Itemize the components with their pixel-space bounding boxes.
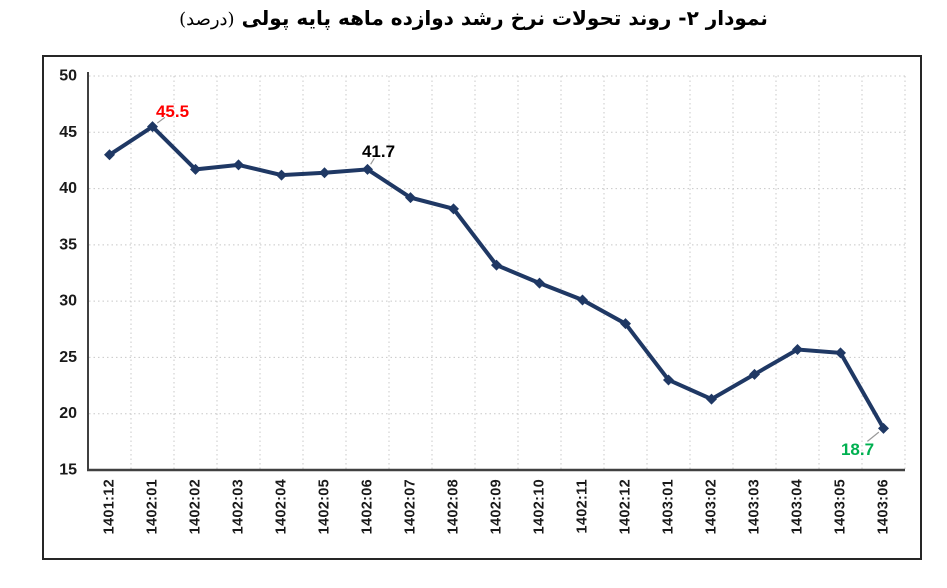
data-point-marker [104,149,115,161]
x-tick-label: 1401:12 [102,479,118,534]
data-point-marker [878,422,889,434]
data-point-marker [319,167,330,179]
trend-line [108,124,886,430]
y-tick-label: 30 [59,293,77,310]
chart-title: نمودار ۲- روند تحولات نرخ رشد دوازده ماه… [0,6,947,30]
data-point-marker [147,121,158,133]
data-point-marker [448,203,459,215]
x-tick-label: 1402:09 [489,479,505,534]
x-tick-label: 1402:03 [231,479,247,534]
x-tick-label: 1402:01 [145,479,161,534]
data-point-marker [620,318,631,330]
x-tick-label: 1402:06 [360,479,376,534]
data-point-marker [835,347,846,359]
x-tick-label: 1402:05 [317,479,333,534]
data-label-leader [370,157,375,165]
x-tick-label: 1403:06 [876,479,892,534]
data-point-marker [362,163,373,175]
data-label: 18.7 [841,440,874,459]
x-tick-label: 1403:02 [704,479,720,534]
data-point-marker [534,277,545,289]
chart-border [42,55,922,560]
data-label: 45.5 [156,102,189,121]
x-tick-label: 1402:10 [532,479,548,534]
y-tick-label: 25 [59,349,77,366]
x-tick-label: 1402:08 [446,479,462,534]
data-point-marker [792,344,803,356]
x-tick-label: 1402:02 [188,479,204,534]
data-point-marker [276,169,287,181]
data-point-marker [706,393,717,405]
chart-title-text: نمودار ۲- روند تحولات نرخ رشد دوازده ماه… [241,6,768,30]
x-tick-label: 1403:04 [790,479,806,534]
y-tick-label: 50 [59,68,77,85]
data-point-marker [233,159,244,171]
data-label-leader [156,116,166,124]
y-tick-label: 40 [59,180,77,197]
data-point-marker [491,259,502,271]
data-point-marker [749,368,760,380]
data-label: 41.7 [362,142,395,161]
y-tick-label: 45 [59,124,77,141]
y-tick-label: 20 [59,405,77,422]
data-point-marker [577,294,588,306]
x-tick-label: 1403:03 [747,479,763,534]
data-point-marker [405,192,416,204]
chart-svg: 15 20 25 30 35 40 45 50 1401:12 1402:01 1402:02 140… [42,55,922,560]
data-label-leader [867,431,880,442]
x-tick-label: 1403:05 [833,479,849,534]
data-point-marker [190,163,201,175]
x-tick-label: 1402:12 [618,479,634,534]
y-tick-label: 35 [59,236,77,253]
x-tick-label: 1402:04 [274,479,290,534]
x-tick-label: 1402:07 [403,479,419,534]
y-tick-label: 15 [59,462,77,479]
x-tick-label: 1403:01 [661,479,677,534]
x-tick-label: 1402:11 [575,479,591,534]
chart-frame: 15 20 25 30 35 40 45 50 1401:12 1402:01 1402:02 140… [42,55,922,560]
chart-title-suffix: (درصد) [179,9,235,30]
data-point-marker [663,374,674,386]
